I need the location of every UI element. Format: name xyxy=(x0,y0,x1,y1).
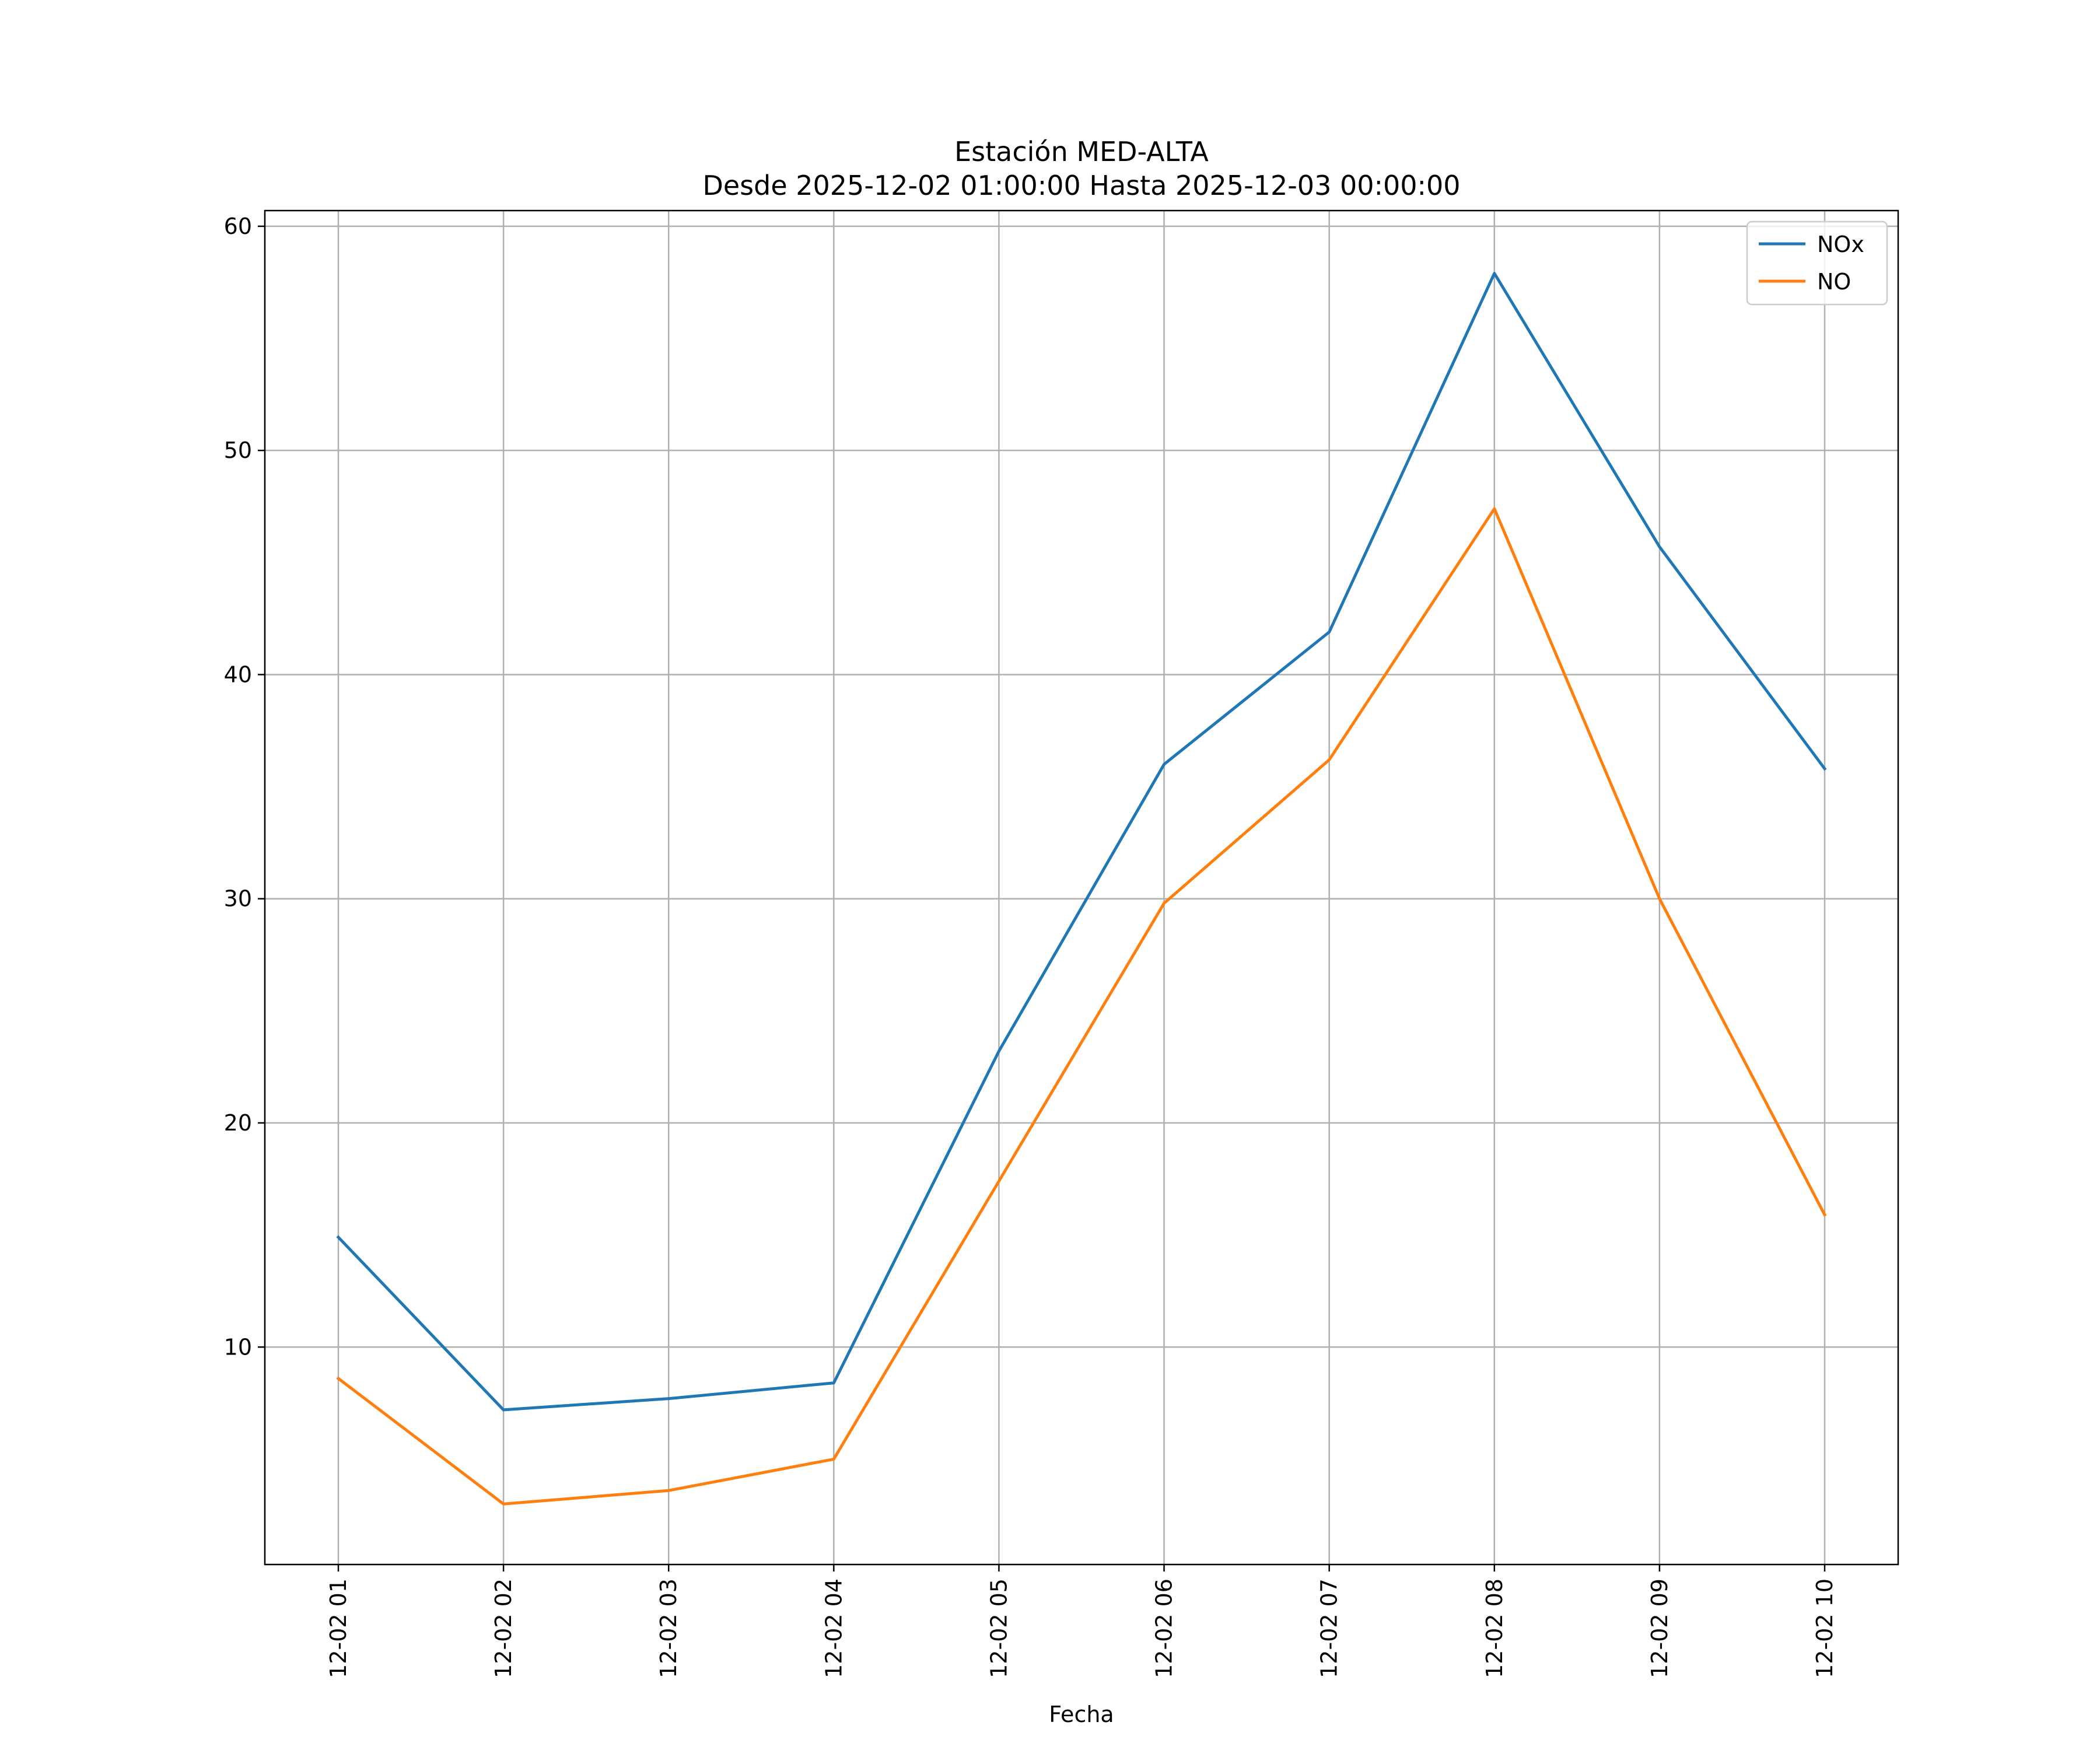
series-line-nox xyxy=(336,272,1827,1412)
axis-ticks: 12-02 01 12-02 02 12-02 03 12-02 04 12-02 05… xyxy=(224,214,1838,1678)
x-tick-label: 12-02 07 xyxy=(1317,1578,1342,1678)
y-tick-label: 60 xyxy=(224,214,252,239)
x-tick-label: 12-02 09 xyxy=(1647,1578,1672,1678)
series-lines xyxy=(336,272,1827,1506)
x-tick-label: 12-02 01 xyxy=(326,1578,351,1678)
legend: NOx NO xyxy=(1746,220,1888,306)
y-tick-label: 30 xyxy=(224,886,252,912)
x-tick-label: 12-02 02 xyxy=(491,1578,516,1678)
x-tick-label: 12-02 08 xyxy=(1482,1578,1507,1678)
x-tick-label: 12-02 05 xyxy=(986,1578,1012,1678)
y-tick-label: 10 xyxy=(224,1334,252,1360)
x-tick-label: 12-02 04 xyxy=(821,1578,846,1678)
x-tick-label: 12-02 06 xyxy=(1152,1578,1177,1678)
legend-label-nox: NOx xyxy=(1817,232,1864,257)
legend-label-no: NO xyxy=(1817,269,1851,295)
x-tick-label: 12-02 10 xyxy=(1812,1578,1838,1678)
chart-title: Estación MED-ALTA xyxy=(954,136,1209,167)
y-tick-label: 50 xyxy=(224,438,252,463)
chart-subtitle: Desde 2025-12-02 01:00:00 Hasta 2025-12-… xyxy=(702,170,1460,201)
plot-area-frame xyxy=(264,209,1899,1566)
grid-lines xyxy=(265,211,1898,1564)
x-tick-label: 12-02 03 xyxy=(656,1578,681,1678)
x-axis-label: Fecha xyxy=(1049,1702,1114,1727)
series-line-no xyxy=(336,507,1827,1506)
y-tick-label: 40 xyxy=(224,662,252,687)
y-tick-label: 20 xyxy=(224,1110,252,1136)
